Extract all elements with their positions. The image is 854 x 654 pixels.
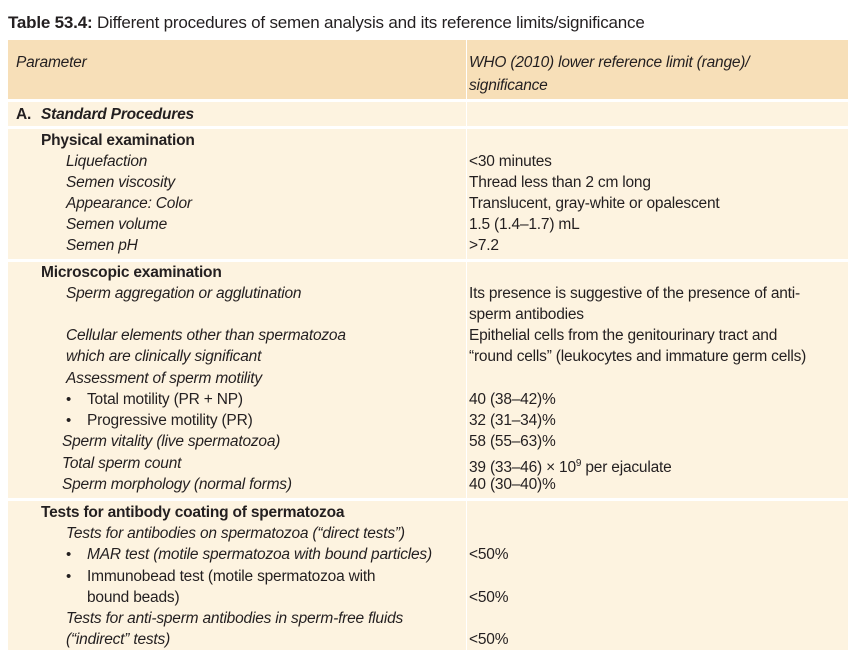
row-divider [8,99,848,102]
value-semen-ph: >7.2 [469,237,499,254]
param-immunobead-test-line1: Immunobead test (motile spermatozoa with [87,568,376,585]
param-cellular-elements-line2: which are clinically significant [66,348,262,365]
bullet-dot: • [66,546,72,563]
value-count-prefix: 39 (33–46) × 10 [469,459,576,477]
direct-tests-heading: Tests for antibodies on spermatozoa (“di… [66,525,405,542]
value-total-motility: 40 (38–42)% [469,391,556,408]
value-liquefaction: <30 minutes [469,153,552,170]
column-divider [466,40,467,650]
bullet-dot: • [66,391,72,408]
param-sperm-vitality: Sperm vitality (live spermatozoa) [62,433,281,450]
value-sperm-morphology: 40 (30–40)% [469,476,556,493]
table-number: Table 53.4: [8,13,93,32]
param-immunobead-test-line2: bound beads) [87,589,180,606]
value-semen-viscosity: Thread less than 2 cm long [469,174,651,191]
table-caption: Table 53.4: Different procedures of seme… [8,13,645,33]
header-reference-line2: significance [469,77,548,94]
value-sperm-aggregation-line2: sperm antibodies [469,306,584,323]
param-total-motility: Total motility (PR + NP) [87,391,243,408]
semen-analysis-table: Parameter WHO (2010) lower reference lim… [8,40,848,650]
param-cellular-elements-line1: Cellular elements other than spermatozoa [66,327,346,344]
value-cellular-elements-line2: “round cells” (leukocytes and immature g… [469,348,807,365]
param-liquefaction: Liquefaction [66,153,148,170]
antibody-tests-title: Tests for antibody coating of spermatozo… [41,504,345,521]
bullet-dot: • [66,568,72,585]
value-sperm-aggregation-line1: Its presence is suggestive of the presen… [469,285,800,302]
param-semen-viscosity: Semen viscosity [66,174,175,191]
param-indirect-tests-line2: (“indirect” tests) [66,631,171,648]
physical-exam-title: Physical examination [41,132,195,149]
value-count-exponent: 9 [575,458,582,469]
section-a-title: Standard Procedures [41,106,194,123]
header-parameter: Parameter [16,54,87,71]
row-divider [8,259,848,262]
microscopic-exam-title: Microscopic examination [41,264,222,281]
param-progressive-motility: Progressive motility (PR) [87,412,253,429]
value-sperm-vitality: 58 (55–63)% [469,433,556,450]
value-cellular-elements-line1: Epithelial cells from the genitourinary … [469,327,778,344]
table-header-band [8,40,848,99]
bullet-dot: • [66,412,72,429]
value-total-sperm-count: 39 (33–46) × 109 per ejaculate [469,454,672,478]
value-count-suffix: per ejaculate [581,459,672,477]
value-semen-volume: 1.5 (1.4–1.7) mL [469,216,580,233]
param-sperm-morphology: Sperm morphology (normal forms) [62,476,292,493]
param-appearance-color: Appearance: Color [66,195,192,212]
value-immunobead-test: <50% [469,589,509,606]
value-indirect-tests: <50% [469,631,509,648]
value-mar-test: <50% [469,546,509,563]
param-semen-volume: Semen volume [66,216,167,233]
row-divider [8,498,848,501]
header-reference-line1: WHO (2010) lower reference limit (range)… [469,54,750,71]
param-mar-test: MAR test (motile spermatozoa with bound … [87,546,432,563]
param-semen-ph: Semen pH [66,237,138,254]
value-appearance-color: Translucent, gray-white or opalescent [469,195,720,212]
param-total-sperm-count: Total sperm count [62,455,182,472]
param-indirect-tests-line1: Tests for anti-sperm antibodies in sperm… [66,610,404,627]
value-progressive-motility: 32 (31–34)% [469,412,556,429]
row-divider [8,126,848,129]
table-title: Different procedures of semen analysis a… [92,13,645,32]
param-sperm-aggregation: Sperm aggregation or agglutination [66,285,302,302]
motility-heading: Assessment of sperm motility [66,370,262,387]
section-a-letter: A. [16,106,32,123]
